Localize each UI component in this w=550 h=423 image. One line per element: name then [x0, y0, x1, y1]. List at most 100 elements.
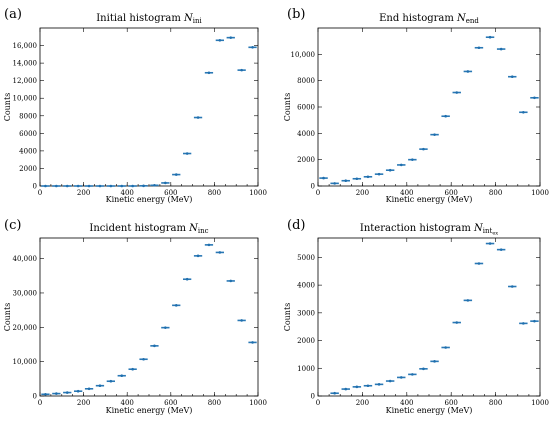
plot-frame: [317, 27, 541, 187]
data-point: [218, 251, 222, 254]
chart-title-symbol: N: [473, 223, 484, 234]
plot-frame: [39, 237, 259, 397]
chart-panel-d: (d) Interaction histogram Nintex 0 200 400 60…: [283, 218, 549, 415]
data-point: [174, 173, 178, 176]
x-tick-label: 0: [38, 189, 42, 197]
chart-title-subscript: int: [483, 227, 493, 235]
x-tick-label: 800: [208, 399, 221, 407]
x-axis-label: Kinetic energy (MeV): [386, 195, 473, 204]
data-point: [153, 183, 156, 187]
data-point: [355, 385, 359, 389]
x-tick-label: 400: [121, 399, 134, 407]
data-point: [87, 387, 91, 391]
y-tick-label: 4000: [297, 282, 315, 290]
data-point: [44, 392, 47, 396]
x-tick-label: 1000: [531, 189, 549, 197]
y-tick-label: 40,000: [13, 255, 38, 263]
data-point: [333, 391, 336, 395]
data-point: [477, 46, 481, 50]
data-point: [251, 46, 254, 49]
y-axis-label: Counts: [3, 93, 12, 122]
chart-panel-b: (b) End histogram Nend 0 200 400 600 800 1000 0 2…: [283, 7, 549, 204]
data-point: [510, 75, 514, 79]
y-tick-label: 16,000: [13, 42, 38, 50]
y-tick-label: 4000: [19, 147, 37, 155]
data-point: [65, 184, 69, 188]
data-point: [333, 182, 336, 185]
data-point: [422, 147, 425, 151]
panel-label: (d): [287, 218, 305, 233]
data-point: [65, 391, 69, 394]
data-point: [164, 181, 167, 185]
x-tick-label: 400: [121, 189, 134, 197]
y-tick-label: 8000: [19, 112, 37, 120]
data-point: [153, 344, 156, 348]
data-point: [399, 163, 403, 167]
data-point: [344, 387, 348, 391]
data-point: [174, 304, 178, 307]
x-tick-label: 0: [316, 399, 320, 407]
chart-title-text: Incident histogram: [89, 223, 189, 234]
x-axis-label: Kinetic energy (MeV): [386, 406, 473, 415]
data-point: [109, 184, 113, 188]
data-point: [466, 299, 470, 302]
y-tick-label: 2000: [19, 165, 37, 173]
data-point: [131, 184, 134, 188]
x-tick-label: 1000: [249, 189, 267, 197]
data-point: [229, 36, 233, 39]
data-point: [218, 38, 222, 42]
panel-label: (b): [287, 7, 305, 22]
data-point: [76, 184, 80, 188]
data-point: [185, 152, 189, 155]
y-tick-label: 14,000: [13, 60, 38, 68]
data-point: [142, 357, 145, 361]
data-point: [388, 379, 392, 383]
data-point: [207, 71, 211, 75]
data-point: [109, 379, 113, 383]
chart-title: Initial histogram Nini: [96, 13, 202, 25]
x-tick-label: 800: [489, 399, 502, 407]
y-tick-label: 8000: [297, 77, 315, 85]
data-point: [355, 177, 359, 181]
data-point: [444, 114, 447, 118]
data-point: [377, 172, 381, 176]
data-point: [185, 277, 189, 281]
x-tick-label: 600: [445, 399, 458, 407]
y-tick-label: 10,000: [291, 51, 316, 59]
data-point: [388, 168, 392, 172]
y-tick-label: 20,000: [13, 324, 38, 332]
x-tick-label: 200: [356, 189, 369, 197]
chart-title: End histogram Nend: [379, 13, 479, 25]
chart-title-symbol: N: [183, 13, 194, 24]
data-point: [344, 179, 348, 183]
y-tick-label: 3000: [297, 309, 315, 317]
x-tick-label: 400: [400, 189, 413, 197]
data-point: [522, 322, 525, 325]
chart-panel-a: (a) Initial histogram Nini 0 200 400 600 800 10…: [3, 7, 267, 204]
x-tick-label: 1000: [531, 399, 549, 407]
data-point: [477, 262, 481, 265]
y-tick-label: 6000: [297, 104, 315, 112]
y-axis-label: Counts: [283, 93, 292, 122]
x-tick-label: 200: [77, 189, 90, 197]
panel-label: (c): [4, 218, 21, 233]
data-point: [499, 248, 503, 251]
data-point: [533, 96, 536, 100]
y-tick-label: 4000: [297, 130, 315, 138]
data-point: [131, 367, 134, 371]
x-axis-label: Kinetic energy (MeV): [106, 195, 193, 204]
data-point: [120, 374, 124, 378]
data-point: [76, 389, 80, 393]
chart-title-text: End histogram: [379, 13, 457, 24]
y-tick-label: 6000: [19, 130, 37, 138]
chart-title: Incident histogram Ninc: [89, 223, 208, 235]
data-point: [455, 91, 459, 94]
y-tick-label: 30,000: [13, 289, 38, 297]
x-tick-label: 800: [489, 189, 502, 197]
data-point: [466, 70, 470, 73]
chart-panel-c: (c) Incident histogram Ninc 0 200 400 600 800 1…: [3, 218, 267, 415]
chart-title-text: Initial histogram: [96, 13, 184, 24]
data-point: [229, 279, 233, 283]
data-point: [422, 367, 425, 371]
data-point: [196, 116, 200, 119]
